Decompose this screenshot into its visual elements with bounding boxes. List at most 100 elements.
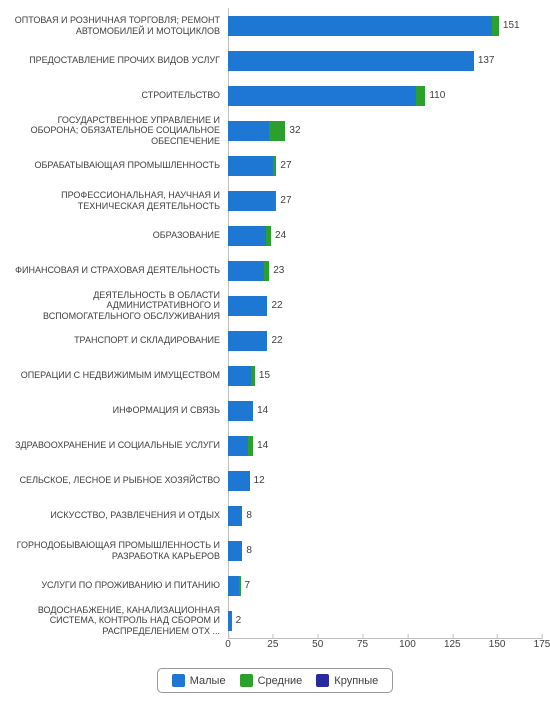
legend-label: Крупные: [334, 675, 378, 687]
legend-swatch: [172, 674, 185, 687]
bar-segment-medium: [273, 156, 277, 176]
bar-area: 24: [228, 218, 542, 253]
bar-area: 12: [228, 463, 542, 498]
legend-label: Малые: [190, 675, 226, 687]
chart-row: ВОДОСНАБЖЕНИЕ, КАНАЛИЗАЦИОННАЯ СИСТЕМА, …: [8, 603, 542, 638]
value-label: 137: [478, 55, 495, 66]
value-label: 12: [254, 475, 265, 486]
bar-area: 137: [228, 43, 542, 78]
chart-row: ПРЕДОСТАВЛЕНИЕ ПРОЧИХ ВИДОВ УСЛУГ 137: [8, 43, 542, 78]
bar-stack: [228, 506, 242, 526]
chart-row: ОБРАЗОВАНИЕ 24: [8, 218, 542, 253]
chart-row: ОПЕРАЦИИ С НЕДВИЖИМЫМ ИМУЩЕСТВОМ15: [8, 358, 542, 393]
chart-row: ЗДРАВООХРАНЕНИЕ И СОЦИАЛЬНЫЕ УСЛУГИ 14: [8, 428, 542, 463]
value-label: 32: [289, 125, 300, 136]
x-tick: 0: [225, 639, 231, 650]
category-label: СТРОИТЕЛЬСТВО: [8, 90, 228, 100]
bar-segment-small: [228, 611, 232, 631]
plot-area: ОПТОВАЯ И РОЗНИЧНАЯ ТОРГОВЛЯ; РЕМОНТ АВТ…: [8, 8, 542, 638]
chart-row: ТРАНСПОРТ И СКЛАДИРОВАНИЕ 22: [8, 323, 542, 358]
bar-stack: [228, 121, 285, 141]
bar-stack: [228, 226, 271, 246]
category-label: ГОСУДАРСТВЕННОЕ УПРАВЛЕНИЕ И ОБОРОНА; ОБ…: [8, 115, 228, 146]
chart-row: ДЕЯТЕЛЬНОСТЬ В ОБЛАСТИ АДМИНИСТРАТИВНОГО…: [8, 288, 542, 323]
value-label: 24: [275, 230, 286, 241]
category-label: ОБРАЗОВАНИЕ: [8, 230, 228, 240]
bar-area: 8: [228, 498, 542, 533]
x-tick: 125: [444, 639, 461, 650]
x-tick: 25: [267, 639, 278, 650]
chart-row: ФИНАНСОВАЯ И СТРАХОВАЯ ДЕЯТЕЛЬНОСТЬ23: [8, 253, 542, 288]
bar-area: 7: [228, 568, 542, 603]
bar-segment-small: [228, 401, 253, 421]
legend-swatch: [316, 674, 329, 687]
bar-area: 15: [228, 358, 542, 393]
bar-area: 14: [228, 428, 542, 463]
bar-area: 8: [228, 533, 542, 568]
bar-segment-medium: [248, 436, 253, 456]
category-label: ИСКУССТВО, РАЗВЛЕЧЕНИЯ И ОТДЫХ: [8, 510, 228, 520]
chart-row: ОПТОВАЯ И РОЗНИЧНАЯ ТОРГОВЛЯ; РЕМОНТ АВТ…: [8, 8, 542, 43]
bar-stack: [228, 86, 425, 106]
chart-row: ГОСУДАРСТВЕННОЕ УПРАВЛЕНИЕ И ОБОРОНА; ОБ…: [8, 113, 542, 148]
chart-row: ГОРНОДОБЫВАЮЩАЯ ПРОМЫШЛЕННОСТЬ И РАЗРАБО…: [8, 533, 542, 568]
bar-stack: [228, 191, 276, 211]
legend-item-small: Малые: [172, 674, 226, 687]
bar-area: 22: [228, 323, 542, 358]
value-label: 7: [245, 580, 251, 591]
bar-stack: [228, 51, 474, 71]
category-label: ФИНАНСОВАЯ И СТРАХОВАЯ ДЕЯТЕЛЬНОСТЬ: [8, 265, 228, 275]
bar-area: 151: [228, 8, 542, 43]
bar-segment-medium: [251, 366, 255, 386]
bar-area: 27: [228, 148, 542, 183]
chart-row: ИСКУССТВО, РАЗВЛЕЧЕНИЯ И ОТДЫХ 8: [8, 498, 542, 533]
value-label: 14: [257, 440, 268, 451]
value-label: 27: [280, 160, 291, 171]
bar-segment-small: [228, 331, 267, 351]
value-label: 22: [271, 335, 282, 346]
category-label: ПРЕДОСТАВЛЕНИЕ ПРОЧИХ ВИДОВ УСЛУГ: [8, 55, 228, 65]
bar-segment-medium: [266, 226, 271, 246]
bar-segment-small: [228, 261, 264, 281]
bar-stack: [228, 16, 499, 36]
value-label: 8: [246, 510, 252, 521]
bar-area: 22: [228, 288, 542, 323]
bar-segment-small: [228, 16, 492, 36]
x-tick: 75: [357, 639, 368, 650]
legend-item-large: Крупные: [316, 674, 378, 687]
bar-stack: [228, 296, 267, 316]
bar-area: 14: [228, 393, 542, 428]
value-label: 14: [257, 405, 268, 416]
x-axis: 0255075100125150175: [228, 638, 542, 658]
bar-segment-small: [228, 436, 248, 456]
category-label: ИНФОРМАЦИЯ И СВЯЗЬ: [8, 405, 228, 415]
x-tick: 175: [534, 639, 550, 650]
bar-segment-small: [228, 191, 275, 211]
value-label: 2: [236, 615, 242, 626]
chart-row: СЕЛЬСКОЕ, ЛЕСНОЕ И РЫБНОЕ ХОЗЯЙСТВО12: [8, 463, 542, 498]
bar-segment-small: [228, 226, 266, 246]
bar-segment-medium: [275, 191, 277, 211]
stacked-bar-chart: ОПТОВАЯ И РОЗНИЧНАЯ ТОРГОВЛЯ; РЕМОНТ АВТ…: [8, 8, 542, 693]
legend-item-medium: Средние: [240, 674, 303, 687]
category-label: ОБРАБАТЫВАЮЩАЯ ПРОМЫШЛЕННОСТЬ: [8, 160, 228, 170]
bar-segment-medium: [269, 121, 285, 141]
bar-area: 110: [228, 78, 542, 113]
value-label: 15: [259, 370, 270, 381]
x-tick: 100: [399, 639, 416, 650]
bar-segment-small: [228, 541, 242, 561]
category-label: ЗДРАВООХРАНЕНИЕ И СОЦИАЛЬНЫЕ УСЛУГИ: [8, 440, 228, 450]
legend-swatch: [240, 674, 253, 687]
chart-row: ИНФОРМАЦИЯ И СВЯЗЬ 14: [8, 393, 542, 428]
chart-row: ПРОФЕССИОНАЛЬНАЯ, НАУЧНАЯ И ТЕХНИЧЕСКАЯ …: [8, 183, 542, 218]
bar-stack: [228, 611, 232, 631]
bar-segment-small: [228, 121, 269, 141]
category-label: ПРОФЕССИОНАЛЬНАЯ, НАУЧНАЯ И ТЕХНИЧЕСКАЯ …: [8, 190, 228, 211]
value-label: 151: [503, 20, 520, 31]
category-label: ТРАНСПОРТ И СКЛАДИРОВАНИЕ: [8, 335, 228, 345]
bar-stack: [228, 436, 253, 456]
bar-segment-small: [228, 366, 251, 386]
category-label: ГОРНОДОБЫВАЮЩАЯ ПРОМЫШЛЕННОСТЬ И РАЗРАБО…: [8, 540, 228, 561]
chart-rows: ОПТОВАЯ И РОЗНИЧНАЯ ТОРГОВЛЯ; РЕМОНТ АВТ…: [8, 8, 542, 638]
bar-stack: [228, 331, 267, 351]
